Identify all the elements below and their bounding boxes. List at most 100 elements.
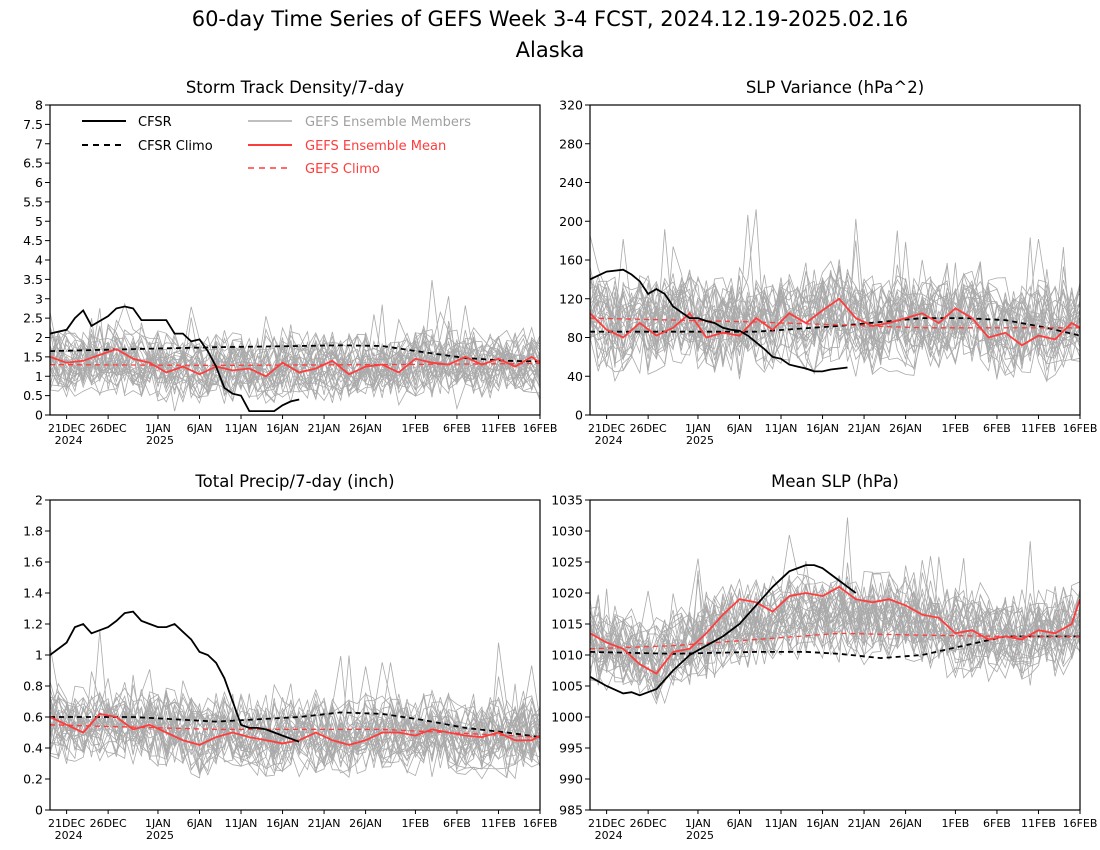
y-tick-label: 990 <box>559 772 583 787</box>
x-tick-label: 16FEB <box>1063 422 1098 435</box>
panel-mean-slp: Mean SLP (hPa) 985 990 995 1000 1005 1010 1015… <box>551 472 1097 842</box>
ensemble-member-line <box>590 517 1080 684</box>
series-cfsr-climo-line <box>590 317 1080 337</box>
x-tick-year-label: 2025 <box>686 829 714 842</box>
x-tick-label: 1JAN <box>145 817 171 830</box>
ensemble-member-line <box>590 262 1080 382</box>
x-tick-label: 1FEB <box>402 817 430 830</box>
y-tick-label: 1.8 <box>23 524 43 539</box>
x-tick-year-label: 2025 <box>686 434 714 447</box>
y-tick-label: 1 <box>35 648 43 663</box>
x-tick-label: 21JAN <box>848 422 881 435</box>
x-tick-label: 16FEB <box>523 422 558 435</box>
ensemble-member-line <box>50 671 540 767</box>
x-tick-label: 11JAN <box>225 422 258 435</box>
panel-title: Mean SLP (hPa) <box>771 472 899 491</box>
x-tick-label: 11FEB <box>481 817 516 830</box>
y-tick-label: 1030 <box>551 524 583 539</box>
x-tick-label: 16FEB <box>523 817 558 830</box>
x-tick-label: 6FEB <box>983 422 1011 435</box>
x-tick-label: 6JAN <box>187 817 213 830</box>
y-tick-label: 3 <box>35 291 43 306</box>
legend-label-cfsr: CFSR <box>138 115 172 130</box>
ensemble-member-line <box>590 572 1080 690</box>
ensemble-member-line <box>590 599 1080 687</box>
y-tick-label: 1.5 <box>23 349 43 364</box>
plot-frame <box>589 499 1081 811</box>
ensemble-member-line <box>50 678 540 767</box>
x-tick-label: 11JAN <box>765 422 798 435</box>
y-tick-label: 0 <box>35 408 43 423</box>
plot-area <box>50 610 540 780</box>
x-tick-year-label: 2025 <box>146 829 174 842</box>
x-tick-label: 16JAN <box>266 422 299 435</box>
y-tick-label: 0.8 <box>23 679 43 694</box>
x-tick-label: 26DEC <box>630 422 667 435</box>
x-tick-label: 11JAN <box>765 817 798 830</box>
y-tick-label: 1035 <box>551 493 583 508</box>
x-tick-label: 11FEB <box>481 422 516 435</box>
x-tick-label: 11FEB <box>1021 817 1056 830</box>
ensemble-member-line <box>590 271 1080 354</box>
y-tick-label: 2.5 <box>23 311 43 326</box>
ensemble-member-line <box>590 262 1080 369</box>
x-tick-label: 6FEB <box>983 817 1011 830</box>
y-tick-label: 5.5 <box>23 194 43 209</box>
ensemble-member-line <box>590 541 1080 681</box>
x-tick-label: 1FEB <box>942 422 970 435</box>
y-tick-label: 1025 <box>551 555 583 570</box>
plot-area <box>50 280 540 413</box>
x-tick-label: 6FEB <box>443 817 471 830</box>
x-tick-label: 11JAN <box>225 817 258 830</box>
y-tick-label: 8 <box>35 98 43 113</box>
y-tick-label: 4.5 <box>23 233 43 248</box>
ensemble-member-line <box>590 591 1080 705</box>
x-tick-label: 26JAN <box>349 422 382 435</box>
y-tick-label: 160 <box>559 253 583 268</box>
legend-label-members: GEFS Ensemble Members <box>305 115 471 130</box>
x-tick-label: 16JAN <box>806 422 839 435</box>
panel-storm-track-density: Storm Track Density/7-day 0 0.5 1 1.5 2 2.5 3 3… <box>23 78 557 447</box>
y-tick-label: 40 <box>567 369 583 384</box>
y-tick-label: 120 <box>559 291 583 306</box>
figure-title: 60-day Time Series of GEFS Week 3-4 FCST… <box>192 7 909 31</box>
series-cfsr-line <box>50 305 300 413</box>
x-tick-label: 6FEB <box>443 422 471 435</box>
x-tick-label: 1FEB <box>942 817 970 830</box>
series-gefs-climo-line <box>50 724 540 738</box>
y-tick-label: 320 <box>559 98 583 113</box>
y-tick-label: 1.6 <box>23 555 43 570</box>
x-tick-label: 1JAN <box>685 422 711 435</box>
x-tick-label: 21DEC <box>48 817 85 830</box>
series-gefs-ensemble-mean-line <box>590 297 1080 347</box>
series-gefs-climo-line <box>590 317 1080 329</box>
x-tick-label: 16JAN <box>806 817 839 830</box>
series-gefs-climo-line <box>50 362 540 367</box>
y-tick-label: 2 <box>35 330 43 345</box>
ensemble-member-line <box>590 279 1080 361</box>
series-gefs-ensemble-mean-line <box>50 712 540 746</box>
panel-slp-variance: SLP Variance (hPa^2) 0 40 80 120 160 200 240 28… <box>559 78 1097 447</box>
x-tick-year-label: 2024 <box>55 829 83 842</box>
ensemble-member-line <box>590 597 1080 701</box>
y-tick-label: 0.2 <box>23 772 43 787</box>
series-cfsr-line <box>590 268 848 373</box>
x-tick-label: 26DEC <box>90 422 127 435</box>
legend-label-cfsr-climo: CFSR Climo <box>138 139 213 154</box>
y-tick-label: 280 <box>559 136 583 151</box>
x-tick-label: 21DEC <box>48 422 85 435</box>
panel-title: Storm Track Density/7-day <box>186 78 405 97</box>
y-tick-label: 985 <box>559 803 583 818</box>
y-tick-label: 1.4 <box>23 586 43 601</box>
ensemble-member-line <box>50 308 540 407</box>
y-tick-label: 7 <box>35 136 43 151</box>
y-tick-label: 0 <box>575 408 583 423</box>
x-tick-year-label: 2024 <box>595 829 623 842</box>
x-tick-label: 6JAN <box>727 422 753 435</box>
y-tick-label: 1020 <box>551 586 583 601</box>
ensemble-member-line <box>50 666 540 757</box>
y-tick-label: 5 <box>35 214 43 229</box>
plot-area <box>590 209 1080 383</box>
ensemble-member-line <box>50 304 540 395</box>
x-tick-label: 21JAN <box>308 422 341 435</box>
